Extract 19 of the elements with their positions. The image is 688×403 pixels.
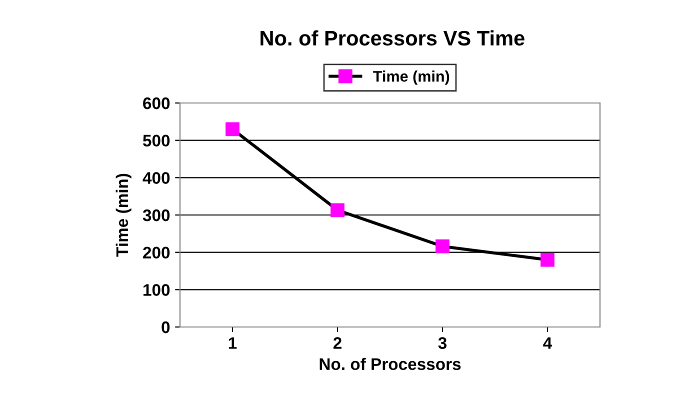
- x-tick-label: 4: [543, 337, 552, 349]
- legend-label: Time (min): [373, 70, 450, 85]
- point: [540, 252, 554, 267]
- y-tick-label: 400: [142, 172, 170, 184]
- x-tick-label: 1: [228, 337, 237, 349]
- x-tick-label: 2: [333, 337, 342, 349]
- chart-title: No. of Processors VS Time: [260, 30, 524, 46]
- x-axis-title: No. of Processors: [320, 358, 461, 370]
- y-tick-label: 500: [142, 134, 170, 147]
- y-tick-label: 200: [143, 246, 170, 259]
- x-tick-label: 3: [438, 337, 447, 349]
- y-tick-label: 300: [142, 209, 170, 222]
- point: [226, 122, 240, 136]
- y-tick-label: 600: [143, 97, 170, 110]
- point: [436, 239, 450, 254]
- point: [330, 203, 344, 218]
- y-tick-label: 100: [144, 284, 170, 296]
- y-axis-title: Time (min): [116, 174, 132, 257]
- y-tick-label: 0: [162, 321, 170, 334]
